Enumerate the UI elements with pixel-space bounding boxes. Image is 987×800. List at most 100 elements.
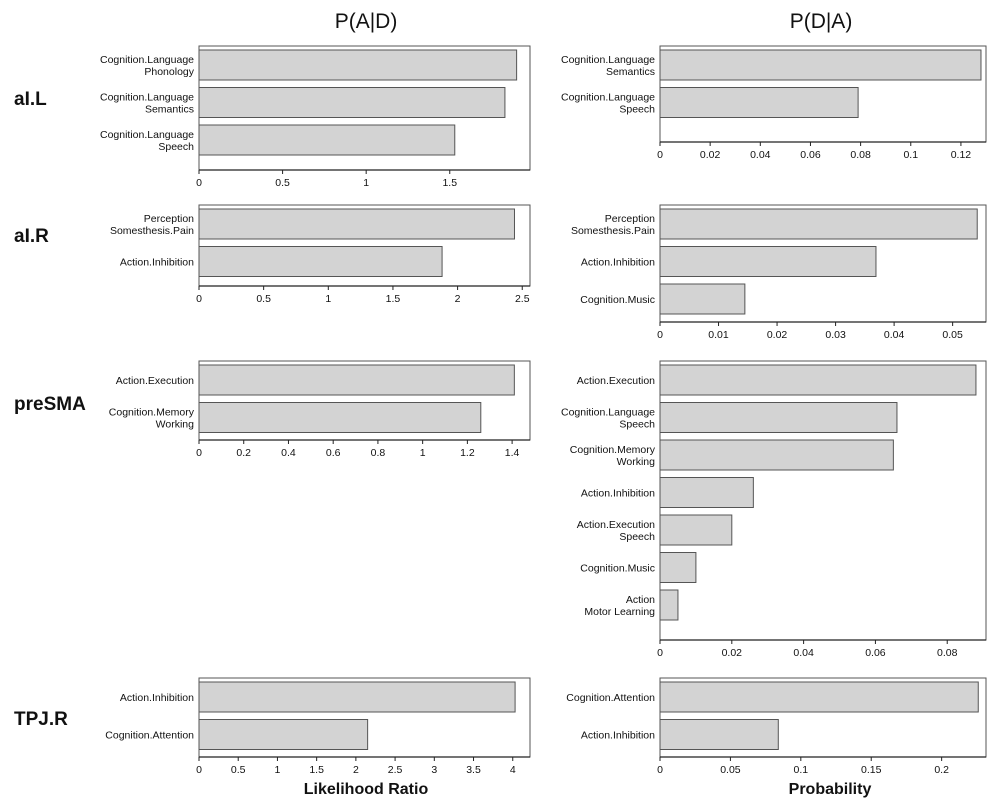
tick-label: 0.5 xyxy=(256,293,271,305)
bar xyxy=(659,364,977,396)
bar xyxy=(198,49,518,81)
tick-label: 0.6 xyxy=(326,447,341,459)
category-label: Cognition.Language xyxy=(561,92,655,104)
category-label: Action.Execution xyxy=(116,375,194,387)
category-label: Working xyxy=(617,456,655,468)
tick-label: 1.2 xyxy=(460,447,475,459)
tick-label: 0.4 xyxy=(281,447,296,459)
tick-label: 0 xyxy=(657,647,663,659)
tick-label: 2.5 xyxy=(388,764,403,776)
bar xyxy=(659,402,898,433)
bar xyxy=(198,364,515,396)
tick-label: 2 xyxy=(455,293,461,305)
row-label-ail: aI.L xyxy=(14,89,47,110)
category-label: Cognition.Language xyxy=(100,92,194,104)
category-label: Somesthesis.Pain xyxy=(110,225,194,237)
row-label-tpjr: TPJ.R xyxy=(14,709,68,730)
panel-5: Action.ExecutionCognition.LanguageSpeech… xyxy=(561,360,987,659)
row-label-air: aI.R xyxy=(14,226,49,247)
bar xyxy=(198,87,506,118)
panel-6: Action.Inhibition Cognition.Attention 0 0.5… xyxy=(105,677,531,776)
bar xyxy=(659,246,877,277)
bar xyxy=(659,719,779,750)
tick-label: 1.5 xyxy=(309,764,324,776)
column-title-right: P(D|A) xyxy=(790,10,853,33)
category-label: Speech xyxy=(619,419,655,431)
bar xyxy=(659,87,859,118)
tick-label: 0.12 xyxy=(951,149,972,161)
tick-label: 0 xyxy=(196,293,202,305)
category-label: Speech xyxy=(619,531,655,543)
tick-label: 0.02 xyxy=(767,329,788,341)
row-label-presma: preSMA xyxy=(14,394,86,415)
category-label: Action.Inhibition xyxy=(581,257,655,269)
bar xyxy=(198,208,515,240)
bar xyxy=(659,589,679,621)
category-label: Cognition.Language xyxy=(561,54,655,66)
tick-label: 0.03 xyxy=(825,329,846,341)
category-label: Somesthesis.Pain xyxy=(571,225,655,237)
bar xyxy=(659,439,894,471)
tick-label: 2 xyxy=(353,764,359,776)
category-label: Cognition.Memory xyxy=(109,407,195,419)
bar xyxy=(659,208,978,240)
category-label: Action.Execution xyxy=(577,375,655,387)
category-label: Cognition.Language xyxy=(561,407,655,419)
tick-label: 3.5 xyxy=(466,764,481,776)
tick-label: 0.06 xyxy=(800,149,821,161)
category-label: Cognition.Language xyxy=(100,54,194,66)
x-axis-label-left: Likelihood Ratio xyxy=(304,781,429,798)
category-label: Phonology xyxy=(144,66,194,78)
category-label: Cognition.Attention xyxy=(566,692,655,704)
category-label: Action.Inhibition xyxy=(581,488,655,500)
tick-label: 0.04 xyxy=(793,647,814,659)
tick-label: 0.04 xyxy=(750,149,771,161)
tick-label: 0.02 xyxy=(700,149,721,161)
bar xyxy=(198,719,369,750)
tick-label: 0.05 xyxy=(942,329,963,341)
category-label: Perception xyxy=(605,213,655,225)
tick-label: 0 xyxy=(196,764,202,776)
tick-label: 0 xyxy=(196,447,202,459)
chart-panels: Cognition.LanguagePhonologyCognition.Lan… xyxy=(100,45,987,776)
bar xyxy=(198,402,482,433)
tick-label: 1 xyxy=(420,447,426,459)
category-label: Perception xyxy=(144,213,194,225)
bar xyxy=(659,681,979,713)
category-label: Action.Inhibition xyxy=(120,257,194,269)
tick-label: 0 xyxy=(657,764,663,776)
panel-1: Cognition.LanguageSemanticsCognition.Lan… xyxy=(561,45,987,161)
category-label: Cognition.Memory xyxy=(570,444,656,456)
tick-label: 0.5 xyxy=(275,177,290,189)
category-label: Semantics xyxy=(606,66,655,78)
bar xyxy=(659,477,754,508)
tick-label: 1 xyxy=(363,177,369,189)
tick-label: 2.5 xyxy=(515,293,530,305)
category-label: Cognition.Attention xyxy=(105,730,194,742)
category-label: Action.Execution xyxy=(577,519,655,531)
bar xyxy=(659,283,746,315)
panel-0: Cognition.LanguagePhonologyCognition.Lan… xyxy=(100,45,531,189)
tick-label: 1 xyxy=(325,293,331,305)
column-title-left: P(A|D) xyxy=(335,10,398,33)
tick-label: 1.5 xyxy=(442,177,457,189)
category-label: Speech xyxy=(619,104,655,116)
tick-label: 4 xyxy=(510,764,516,776)
tick-label: 0.5 xyxy=(231,764,246,776)
tick-label: 0.06 xyxy=(865,647,886,659)
category-label: Cognition.Music xyxy=(580,294,655,306)
tick-label: 0.04 xyxy=(884,329,905,341)
bar xyxy=(198,246,443,277)
tick-label: 0.08 xyxy=(937,647,958,659)
category-label: Semantics xyxy=(145,104,194,116)
bar xyxy=(659,514,733,546)
tick-label: 0.15 xyxy=(861,764,882,776)
tick-label: 0.1 xyxy=(903,149,918,161)
category-label: Cognition.Music xyxy=(580,563,655,575)
tick-label: 1 xyxy=(275,764,281,776)
tick-label: 0.1 xyxy=(794,764,809,776)
